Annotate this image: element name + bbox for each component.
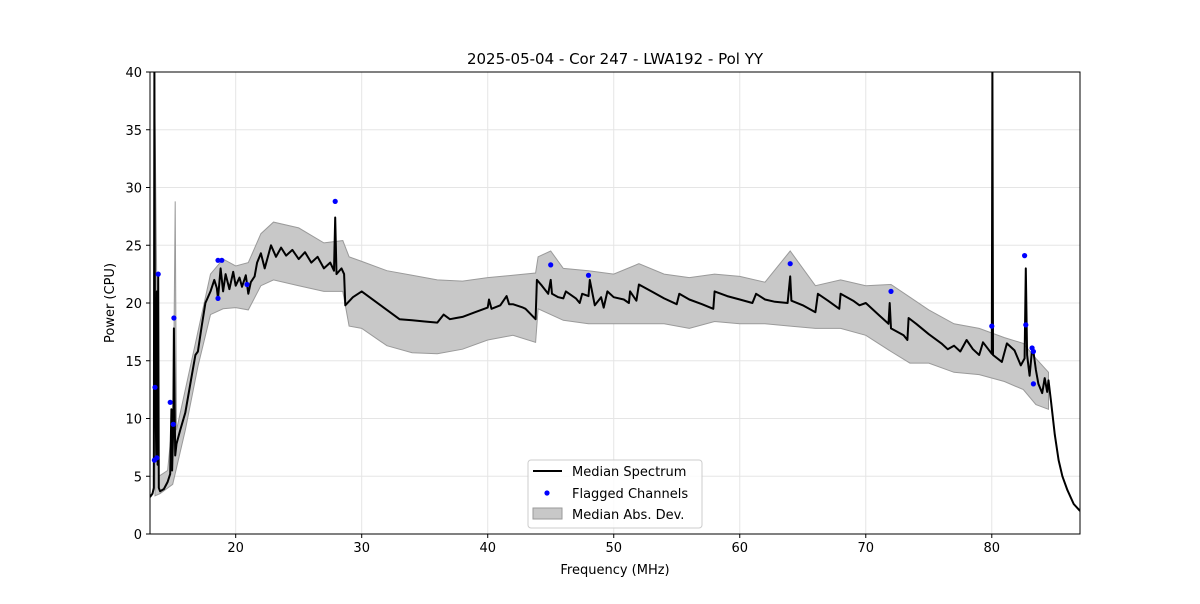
x-tick-label: 60 bbox=[731, 541, 748, 556]
legend: Median Spectrum Flagged Channels Median … bbox=[527, 459, 703, 529]
flagged-channel-point bbox=[989, 323, 995, 329]
flagged-channel-point bbox=[152, 384, 158, 390]
flagged-channel-point bbox=[1022, 253, 1028, 259]
legend-point-swatch bbox=[544, 490, 550, 496]
x-tick-label: 80 bbox=[984, 541, 1001, 556]
flagged-channel-point bbox=[244, 281, 250, 288]
x-tick-label: 50 bbox=[605, 541, 622, 556]
flagged-channel-point bbox=[888, 288, 894, 294]
flagged-channel-point bbox=[154, 455, 160, 461]
legend-label-flagged: Flagged Channels bbox=[572, 487, 688, 502]
flagged-channel-point bbox=[1023, 322, 1029, 328]
mad-band-layer bbox=[154, 118, 1049, 497]
flagged-channel-point bbox=[585, 272, 592, 278]
flagged-channel-point bbox=[1030, 348, 1036, 355]
chart-title: 2025-05-04 - Cor 247 - LWA192 - Pol YY bbox=[467, 50, 764, 68]
y-axis-label: Power (CPU) bbox=[103, 263, 118, 343]
y-tick-label: 0 bbox=[134, 528, 142, 543]
y-tick-label: 20 bbox=[125, 297, 142, 312]
x-tick-label: 30 bbox=[353, 541, 370, 556]
flagged-channel-point bbox=[787, 261, 793, 267]
flagged-channel-point bbox=[1030, 381, 1036, 387]
x-tick-label: 20 bbox=[227, 541, 244, 556]
median-spectrum-line bbox=[150, 72, 1080, 512]
legend-box bbox=[527, 459, 703, 529]
flagged-channel-point bbox=[219, 257, 225, 263]
x-axis-label: Frequency (MHz) bbox=[560, 563, 669, 578]
x-ticks: 20 30 40 50 60 70 80 bbox=[227, 534, 1000, 556]
flagged-channel-point bbox=[167, 399, 173, 405]
y-tick-label: 35 bbox=[125, 124, 142, 139]
y-ticks: 0 5 10 15 20 25 30 35 40 bbox=[125, 66, 150, 543]
y-tick-label: 40 bbox=[125, 66, 142, 81]
x-tick-label: 70 bbox=[857, 541, 874, 556]
flagged-channel-point bbox=[171, 315, 177, 321]
y-tick-label: 5 bbox=[134, 470, 142, 485]
y-tick-label: 10 bbox=[125, 413, 142, 428]
x-tick-label: 40 bbox=[479, 541, 496, 556]
flagged-channel-point bbox=[155, 271, 161, 277]
flagged-points-layer bbox=[151, 198, 1036, 463]
median-line-layer bbox=[150, 72, 1080, 512]
mad-band bbox=[154, 118, 1049, 497]
flagged-channel-point bbox=[170, 421, 176, 427]
y-tick-label: 15 bbox=[125, 355, 142, 370]
flagged-channel-point bbox=[215, 295, 221, 301]
legend-fill-swatch bbox=[532, 507, 563, 520]
flagged-channel-point bbox=[215, 257, 221, 263]
legend-label-mad: Median Abs. Dev. bbox=[572, 508, 684, 523]
legend-label-median: Median Spectrum bbox=[572, 465, 686, 480]
y-tick-label: 25 bbox=[125, 239, 142, 254]
flagged-channel-point bbox=[548, 262, 554, 268]
y-tick-label: 30 bbox=[125, 182, 142, 197]
flagged-channel-point bbox=[332, 198, 338, 204]
